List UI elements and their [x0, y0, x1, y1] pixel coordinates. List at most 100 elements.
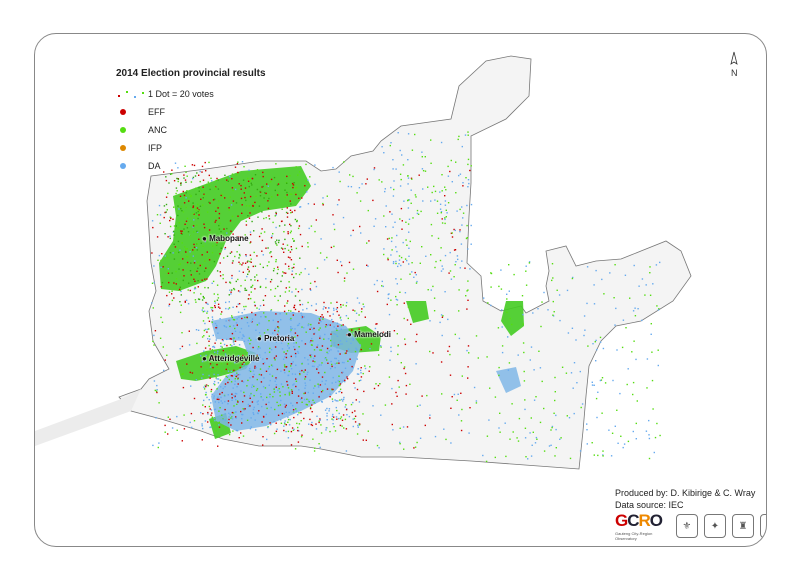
vote-dot [244, 408, 246, 410]
vote-dot [232, 341, 235, 343]
vote-dot [391, 403, 393, 405]
logos-row: GCRO Gauteng City-Region Observatory ⚜ ✦… [615, 511, 766, 541]
map-canvas[interactable] [35, 34, 766, 546]
vote-dot [525, 456, 527, 458]
vote-dot [420, 210, 422, 213]
vote-dot [265, 247, 267, 249]
vote-dot [324, 409, 327, 411]
vote-dot [221, 391, 223, 394]
vote-dot [281, 348, 284, 350]
vote-dot [296, 186, 298, 189]
vote-dot [252, 370, 255, 372]
vote-dot [203, 335, 205, 337]
vote-dot [450, 232, 453, 234]
vote-dot [586, 429, 588, 431]
place-atteridgeville: ● Atteridgeville [202, 354, 260, 363]
vote-dot [235, 416, 237, 418]
vote-dot [448, 272, 450, 274]
vote-dot [638, 285, 640, 287]
vote-dot [304, 378, 306, 380]
vote-dot [268, 197, 270, 200]
vote-dot [214, 384, 216, 386]
vote-dot [201, 425, 203, 427]
vote-dot [210, 370, 213, 373]
vote-dot [451, 181, 453, 183]
vote-dot [342, 304, 344, 306]
vote-dot [648, 437, 651, 440]
vote-dot [446, 212, 448, 214]
vote-dot [167, 433, 169, 435]
vote-dot [239, 366, 241, 369]
vote-dot [159, 214, 162, 216]
vote-dot [421, 156, 423, 158]
vote-dot [205, 391, 207, 394]
vote-dot [204, 240, 206, 243]
vote-dot [460, 392, 462, 394]
vote-dot [276, 272, 279, 275]
vote-dot [490, 272, 493, 275]
vote-dot [237, 215, 239, 217]
vote-dot [202, 179, 205, 181]
vote-dot [170, 217, 172, 220]
vote-dot [632, 310, 635, 312]
legend-label-anc: ANC [148, 125, 168, 135]
vote-dot [314, 361, 316, 363]
vote-dot [370, 343, 373, 345]
vote-dot [246, 261, 249, 263]
vote-dot [166, 209, 168, 211]
vote-dot [187, 303, 190, 305]
vote-dot [627, 440, 630, 443]
vote-dot [439, 208, 442, 210]
vote-dot [260, 381, 263, 383]
vote-dot [226, 362, 229, 364]
vote-dot [232, 430, 234, 432]
vote-dot [416, 405, 419, 407]
vote-dot [335, 392, 337, 394]
vote-dot [228, 207, 230, 209]
vote-dot [263, 362, 266, 364]
vote-dot [188, 330, 190, 332]
vote-dot [189, 371, 191, 374]
vote-dot [231, 332, 234, 335]
vote-dot [511, 403, 513, 405]
vote-dot [460, 243, 463, 245]
vote-dot [256, 255, 258, 257]
vote-dot [332, 166, 334, 169]
vote-dot [421, 246, 423, 248]
vote-dot [257, 348, 259, 350]
vote-dot [329, 324, 331, 326]
vote-dot [570, 372, 573, 374]
vote-dot [259, 347, 261, 349]
vote-dot [415, 340, 417, 343]
vote-dot [335, 416, 338, 418]
vote-dot [604, 382, 607, 384]
vote-dot [200, 293, 202, 295]
vote-dot [234, 340, 237, 342]
vote-dot [277, 414, 280, 416]
vote-dot [301, 245, 303, 248]
vote-dot [335, 333, 337, 336]
legend-item-anc: ANC [116, 121, 266, 139]
vote-dot [186, 190, 188, 192]
vote-dot [213, 408, 216, 411]
vote-dot [214, 420, 216, 422]
vote-dot [268, 218, 271, 220]
vote-dot [216, 326, 218, 328]
vote-dot [237, 311, 240, 313]
vote-dot [237, 161, 239, 163]
vote-dot [306, 373, 308, 376]
vote-dot [184, 165, 186, 167]
vote-dot [352, 366, 354, 369]
vote-dot [248, 369, 251, 372]
vote-dot [217, 303, 220, 305]
vote-dot [270, 348, 273, 351]
crest-icon: ◈ [759, 514, 766, 538]
vote-dot [467, 134, 469, 136]
dot-density-layer [151, 131, 661, 463]
vote-dot [286, 337, 288, 340]
vote-dot [312, 340, 314, 342]
vote-dot [227, 375, 229, 378]
vote-dot [597, 454, 599, 457]
vote-dot [316, 267, 319, 269]
vote-dot [192, 202, 194, 204]
